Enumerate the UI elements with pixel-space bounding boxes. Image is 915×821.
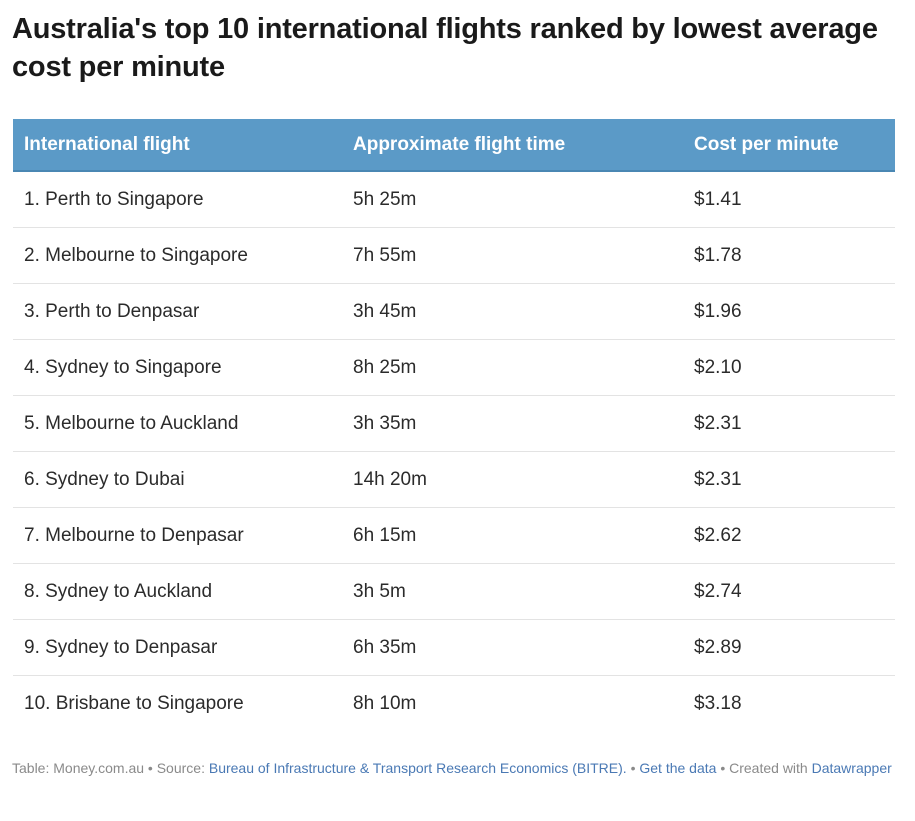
table-row: 10. Brisbane to Singapore 8h 10m $3.18 [13,676,895,732]
source-link[interactable]: Bureau of Infrastructure & Transport Res… [208,760,627,776]
datawrapper-link[interactable]: Datawrapper [811,760,892,776]
table-row: 7. Melbourne to Denpasar 6h 15m $2.62 [13,507,895,564]
column-header-flight[interactable]: International flight [13,119,342,172]
cell-cost: $1.78 [683,227,895,284]
chart-footer: Table: Money.com.au • Source: Bureau of … [12,759,900,778]
cell-cost: $2.62 [683,507,895,564]
cell-flight-time: 7h 55m [342,227,683,284]
cell-flight: 3. Perth to Denpasar [13,283,342,340]
footer-separator: • [626,760,640,776]
cell-flight-time: 3h 35m [342,395,683,452]
footer-created-text: • Created with [716,760,812,776]
cell-flight: 9. Sydney to Denpasar [13,619,342,676]
cell-flight: 4. Sydney to Singapore [13,339,342,396]
cell-flight-time: 14h 20m [342,451,683,508]
table-row: 6. Sydney to Dubai 14h 20m $2.31 [13,451,895,508]
cell-flight: 5. Melbourne to Auckland [13,395,342,452]
footer-attribution: Table: Money.com.au • Source: [12,760,209,776]
cell-flight-time: 5h 25m [342,171,683,228]
cell-cost: $2.74 [683,563,895,620]
cell-flight: 10. Brisbane to Singapore [24,692,244,714]
chart-title: Australia's top 10 international flights… [12,13,878,83]
cell-flight-time: 6h 15m [342,507,683,564]
table-row: 5. Melbourne to Auckland 3h 35m $2.31 [13,395,895,452]
cell-cost: $2.31 [683,451,895,508]
table-row: 2. Melbourne to Singapore 7h 55m $1.78 [13,227,895,284]
table-row: 3. Perth to Denpasar 3h 45m $1.96 [13,283,895,340]
table-row: 8. Sydney to Auckland 3h 5m $2.74 [13,563,895,620]
cell-flight: 6. Sydney to Dubai [13,451,342,508]
get-data-link[interactable]: Get the data [639,760,717,776]
cell-cost: $1.41 [683,171,895,228]
cell-flight-time: 6h 35m [342,619,683,676]
cell-flight-time: 8h 10m [353,692,417,714]
cell-flight-time: 3h 5m [342,563,683,620]
cell-cost: $3.18 [694,692,742,714]
cell-flight: 2. Melbourne to Singapore [13,227,342,284]
column-header-flight-time[interactable]: Approximate flight time [342,119,683,172]
cell-flight: 1. Perth to Singapore [13,171,342,228]
table-row: 1. Perth to Singapore 5h 25m $1.41 [13,171,895,228]
column-header-cost[interactable]: Cost per minute [683,119,895,172]
cell-cost: $2.31 [683,395,895,452]
table-header-row: International flight Approximate flight … [13,119,895,172]
cell-cost: $2.89 [683,619,895,676]
cell-flight: 8. Sydney to Auckland [13,563,342,620]
flights-table: International flight Approximate flight … [13,119,895,731]
cell-cost: $1.96 [683,283,895,340]
table-row: 4. Sydney to Singapore 8h 25m $2.10 [13,339,895,396]
cell-flight-time: 8h 25m [342,339,683,396]
table-row: 9. Sydney to Denpasar 6h 35m $2.89 [13,619,895,676]
cell-flight-time: 3h 45m [342,283,683,340]
cell-cost: $2.10 [683,339,895,396]
cell-flight: 7. Melbourne to Denpasar [13,507,342,564]
